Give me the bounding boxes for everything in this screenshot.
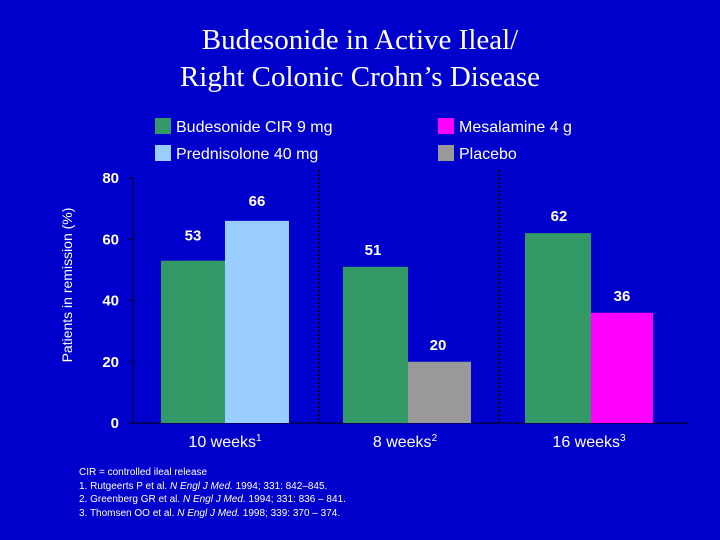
bar-value-label-2-1: 51 bbox=[365, 242, 382, 259]
legend-placebo: Placebo bbox=[438, 145, 517, 165]
x-category-label-1: 10 weeks1 bbox=[188, 433, 262, 451]
legend-label-placebo: Placebo bbox=[459, 146, 517, 163]
footnotes: CIR = controlled ileal release 1. Rutgee… bbox=[79, 466, 346, 520]
bar-value-label-1-2: 66 bbox=[249, 193, 266, 210]
y-tick-label-2: 40 bbox=[102, 293, 119, 310]
legend-label-mesalamine: Mesalamine 4 g bbox=[459, 119, 572, 136]
legend-prednisolone: Prednisolone 40 mg bbox=[155, 145, 318, 165]
title-line-1: Budesonide in Active Ileal/ bbox=[201, 24, 519, 56]
bar-value-label-2-2: 20 bbox=[430, 337, 447, 354]
bar-group3-2 bbox=[591, 312, 653, 423]
legend-swatch-mesalamine bbox=[438, 118, 454, 134]
y-tick-label-1: 20 bbox=[102, 354, 119, 371]
bar-value-label-3-1: 62 bbox=[551, 208, 568, 225]
legend-mesalamine: Mesalamine 4 g bbox=[438, 118, 572, 138]
bar-value-label-1-1: 53 bbox=[185, 228, 202, 245]
legend-swatch-prednisolone bbox=[155, 145, 171, 161]
bar-group2-1 bbox=[343, 266, 408, 423]
bar-group1-2 bbox=[225, 220, 289, 423]
bar-group2-2 bbox=[408, 361, 471, 423]
reference-3: 3. Thomsen OO et al. N Engl J Med. 1998;… bbox=[79, 507, 341, 519]
x-category-label-3: 16 weeks3 bbox=[552, 433, 626, 451]
y-tick-label-4: 80 bbox=[102, 170, 119, 187]
y-tick-label-3: 60 bbox=[102, 231, 119, 248]
y-tick-label-0: 0 bbox=[111, 415, 119, 432]
bar-group3-1 bbox=[525, 233, 591, 423]
legend-label-prednisolone: Prednisolone 40 mg bbox=[176, 146, 319, 163]
x-category-label-2: 8 weeks2 bbox=[373, 433, 438, 451]
legend-swatch-budesonide bbox=[155, 118, 171, 134]
page-title: Budesonide in Active Ileal/ Right Coloni… bbox=[0, 22, 720, 96]
bar-value-label-3-2: 36 bbox=[614, 288, 631, 305]
footnote-cir: CIR = controlled ileal release bbox=[79, 467, 208, 478]
title-line-2: Right Colonic Crohn’s Disease bbox=[179, 61, 541, 93]
legend-label-budesonide: Budesonide CIR 9 mg bbox=[176, 119, 333, 136]
reference-1: 1. Rutgeerts P et al. N Engl J Med. 1994… bbox=[79, 480, 328, 492]
legend-budesonide: Budesonide CIR 9 mg bbox=[155, 118, 333, 138]
bar-group1-1 bbox=[161, 260, 225, 423]
reference-2: 2. Greenberg GR et al. N Engl J Med. 199… bbox=[79, 494, 346, 505]
legend-swatch-placebo bbox=[438, 145, 454, 161]
